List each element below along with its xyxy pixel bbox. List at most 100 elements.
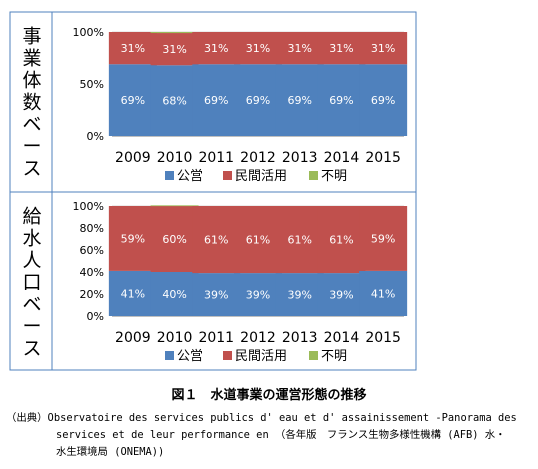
bar-segment — [192, 273, 241, 316]
x-tick-label: 2012 — [240, 330, 276, 346]
x-tick-label: 2014 — [324, 150, 360, 166]
legend-swatch — [309, 171, 318, 180]
legend-label: 民間活用 — [235, 349, 287, 364]
data-label: 39% — [246, 289, 270, 302]
bar-segment — [359, 270, 408, 316]
y-tick-label: 80% — [80, 222, 104, 235]
y-tick-label: 20% — [80, 288, 104, 301]
data-label: 69% — [329, 94, 353, 107]
data-label: 31% — [162, 43, 186, 56]
data-label: 31% — [287, 42, 311, 55]
x-tick-label: 2010 — [157, 150, 193, 166]
legend-label: 不明 — [321, 349, 347, 364]
data-label: 39% — [329, 289, 353, 302]
x-tick-label: 2013 — [282, 330, 318, 346]
legend-swatch — [223, 171, 232, 180]
bar-segment — [275, 206, 324, 274]
data-label: 31% — [246, 42, 270, 55]
legend-swatch — [165, 351, 174, 360]
bar-segment — [150, 32, 199, 34]
source-line-2: services et de leur performance en （各年版 … — [56, 429, 506, 441]
legend-label: 公営 — [177, 349, 203, 364]
bar-segment — [359, 64, 408, 136]
bar-segment — [108, 270, 157, 316]
bar-segment — [317, 64, 366, 136]
x-tick-label: 2013 — [282, 150, 318, 166]
y-tick-label: 100% — [73, 200, 104, 213]
data-label: 31% — [371, 42, 395, 55]
y-tick-label: 0% — [87, 310, 104, 323]
data-label: 41% — [371, 287, 395, 300]
data-label: 60% — [162, 233, 186, 246]
bar-segment — [234, 32, 282, 65]
legend-label: 公営 — [177, 169, 203, 184]
bar-segment — [108, 206, 157, 271]
data-label: 69% — [287, 94, 311, 107]
x-tick-label: 2015 — [365, 330, 401, 346]
data-label: 59% — [121, 232, 145, 245]
data-label: 61% — [246, 234, 270, 247]
data-label: 69% — [246, 94, 270, 107]
source-note: （出典）Observatoire des services publics d'… — [6, 410, 532, 461]
x-tick-label: 2015 — [365, 150, 401, 166]
data-label: 61% — [287, 234, 311, 247]
y-tick-label: 0% — [87, 130, 104, 143]
x-tick-label: 2009 — [115, 150, 151, 166]
data-label: 31% — [204, 42, 228, 55]
outer-frame — [9, 11, 417, 371]
legend-swatch — [309, 351, 318, 360]
bar-segment — [317, 32, 366, 65]
x-tick-label: 2010 — [157, 330, 193, 346]
bar-segment — [192, 206, 241, 274]
x-tick-label: 2011 — [198, 150, 234, 166]
bar-segment — [359, 206, 408, 271]
y-tick-label: 60% — [80, 244, 104, 257]
data-label: 40% — [162, 288, 186, 301]
chart-panel-1: 事業体数ベース 0% 50% 100% 69% 31% 2009 68% 31% 2010 69% 3… — [22, 26, 408, 184]
data-label: 69% — [371, 94, 395, 107]
bar-segment — [150, 272, 199, 316]
bar-segment — [192, 32, 241, 65]
data-label: 69% — [204, 94, 228, 107]
x-tick-label: 2012 — [240, 150, 276, 166]
x-tick-label: 2014 — [324, 330, 360, 346]
source-line-3: 水生環境局 (ONEMA)) — [56, 446, 165, 458]
bar-segment — [317, 206, 366, 274]
legend-label: 民間活用 — [235, 169, 287, 184]
x-tick-label: 2009 — [115, 330, 151, 346]
side-label-1: 事業体数ベース — [22, 26, 41, 180]
bar-segment — [275, 32, 324, 65]
figure-caption: 図１ 水道事業の運営形態の推移 — [171, 388, 367, 403]
chart-figure: 事業体数ベース 0% 50% 100% 69% 31% 2009 68% 31% 2010 69% 3… — [9, 11, 417, 371]
data-label: 31% — [121, 42, 145, 55]
bar-segment — [108, 64, 157, 136]
bar-segment — [317, 273, 366, 316]
data-label: 69% — [121, 94, 145, 107]
side-label-2: 給水人口ベース — [22, 206, 41, 360]
bar-segment — [275, 64, 324, 136]
chart-panel-2: 給水人口ベース 0% 20% 40% 60% 80% 100% 41% 59% 2009 40% 60… — [22, 200, 408, 364]
bar-segment — [234, 206, 282, 274]
bar-segment — [108, 32, 157, 65]
bar-segment — [150, 65, 199, 136]
y-tick-label: 100% — [73, 26, 104, 39]
data-label: 39% — [287, 289, 311, 302]
legend-swatch — [223, 351, 232, 360]
data-label: 61% — [204, 234, 228, 247]
data-label: 39% — [204, 289, 228, 302]
data-label: 41% — [121, 287, 145, 300]
bar-segment — [234, 64, 282, 136]
source-line-1: （出典）Observatoire des services publics d'… — [6, 412, 517, 424]
bar-segment — [234, 273, 282, 316]
data-label: 31% — [329, 42, 353, 55]
legend-label: 不明 — [321, 169, 347, 184]
bar-segment — [150, 206, 199, 272]
y-tick-label: 40% — [80, 266, 104, 279]
data-label: 59% — [371, 232, 395, 245]
bar-segment — [275, 273, 324, 316]
bar-segment — [192, 64, 241, 136]
data-label: 68% — [162, 95, 186, 108]
bar-segment — [150, 33, 199, 66]
y-tick-label: 50% — [80, 78, 104, 91]
x-tick-label: 2011 — [198, 330, 234, 346]
